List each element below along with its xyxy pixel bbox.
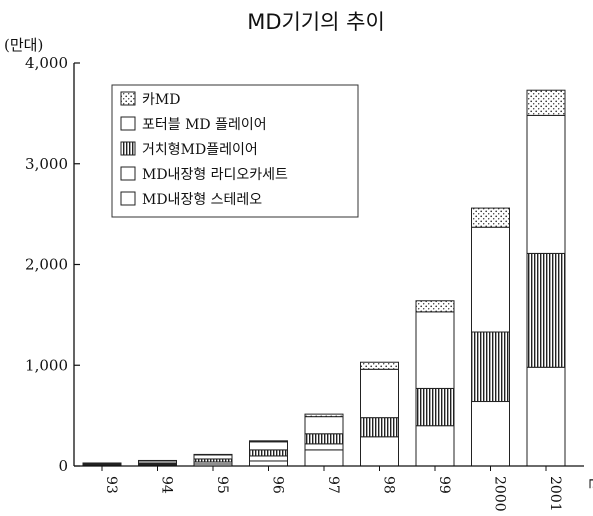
bar-stack-2000	[471, 207, 510, 467]
bar-segment-MD내장형-라디오카세트-96	[249, 455, 288, 462]
bar-segment-포터블-MD-플레이어-95	[193, 454, 233, 460]
chart-title: MD기기의 추이	[247, 10, 385, 34]
bar-segment-MD내장형-스테레오-2001	[526, 366, 566, 467]
bar-segment-포터블-MD-플레이어-98	[360, 368, 399, 419]
bar-segment-MD내장형-스테레오-98	[360, 436, 399, 467]
bar-stack-94	[138, 459, 177, 467]
legend-swatch-카MD	[120, 91, 136, 106]
bar-stack-96	[249, 440, 288, 467]
bar-segment-카MD-2000	[471, 207, 510, 228]
x-tick-label: 97	[325, 476, 341, 494]
bar-segment-MD내장형-스테레오-96	[249, 460, 288, 467]
bar-segment-거치형MD플레이어-97	[304, 433, 344, 445]
bar-segment-포터블-MD-플레이어-99	[415, 311, 455, 389]
bar-segment-포터블-MD-플레이어-96	[249, 441, 288, 451]
bar-segment-거치형MD플레이어-2001	[526, 252, 566, 368]
y-tick-label: 4,000	[25, 54, 68, 72]
bar-segment-카MD-93	[82, 462, 122, 464]
bar-segment-거치형MD플레이어-2000	[471, 331, 510, 403]
bar-stacks	[82, 89, 566, 467]
bar-segment-카MD-99	[415, 300, 455, 313]
legend-swatch-거치형MD플레이어	[120, 141, 136, 156]
x-axis-unit-label: 년	[587, 476, 593, 490]
legend-box	[111, 84, 359, 218]
legend-label-거치형MD플레이어: 거치형MD플레이어	[142, 142, 258, 158]
bar-segment-MD내장형-스테레오-97	[304, 449, 344, 467]
legend-swatch-포터블-MD-플레이어	[120, 116, 136, 131]
bar-stack-98	[360, 361, 399, 467]
bar-segment-카MD-97	[304, 413, 344, 418]
x-tick-label: 95	[214, 476, 230, 494]
bar-segment-포터블-MD-플레이어-97	[304, 416, 344, 435]
y-tick-label: 0	[58, 457, 68, 475]
legend-swatch-MD내장형-라디오카세트	[120, 166, 136, 181]
bar-segment-카MD-95	[193, 453, 233, 456]
bar-segment-카MD-98	[360, 361, 399, 370]
bar-stack-95	[193, 453, 233, 467]
bar-segment-포터블-MD-플레이어-2001	[526, 114, 566, 254]
y-axis-ticks: 0 1,000 2,000 3,000 4,000	[25, 54, 80, 475]
legend-label-포터블-MD-플레이어: 포터블 MD 플레이어	[142, 117, 267, 133]
x-tick-label: 98	[381, 476, 397, 494]
legend-label-카MD: 카MD	[142, 92, 180, 108]
bar-segment-MD내장형-스테레오-2000	[471, 401, 510, 467]
x-tick-label: 99	[436, 476, 452, 494]
bar-segment-거치형MD플레이어-99	[415, 387, 455, 427]
bar-segment-MD내장형-스테레오-99	[415, 425, 455, 467]
bar-stack-99	[415, 300, 455, 467]
x-tick-label: 93	[103, 476, 119, 494]
legend-label-MD내장형-스테레오: MD내장형 스테레오	[142, 192, 262, 208]
x-axis-ticks: 93 94 95 96 97 98 99 2000 2001	[101, 466, 563, 512]
y-tick-label: 3,000	[25, 155, 68, 173]
bar-segment-카MD-96	[249, 440, 288, 443]
bar-segment-포터블-MD-플레이어-2000	[471, 226, 510, 333]
bar-stack-97	[304, 413, 344, 467]
x-tick-label: 96	[270, 476, 286, 494]
bar-segment-카MD-94	[138, 459, 177, 462]
y-tick-label: 1,000	[25, 356, 68, 374]
legend-swatch-MD내장형-스테레오	[120, 191, 136, 206]
x-tick-label: 2000	[492, 476, 508, 512]
legend-label-MD내장형-라디오카세트: MD내장형 라디오카세트	[142, 167, 288, 183]
x-tick-label: 94	[159, 476, 175, 494]
bar-segment-MD내장형-라디오카세트-97	[304, 443, 344, 451]
y-tick-label: 2,000	[25, 256, 68, 274]
bar-segment-카MD-2001	[526, 89, 566, 116]
bar-segment-거치형MD플레이어-98	[360, 417, 399, 438]
bar-stack-2001	[526, 89, 566, 467]
y-axis-unit-label: (만대)	[4, 36, 43, 54]
bar-segment-거치형MD플레이어-96	[249, 449, 288, 457]
x-tick-label: 2001	[547, 476, 563, 512]
